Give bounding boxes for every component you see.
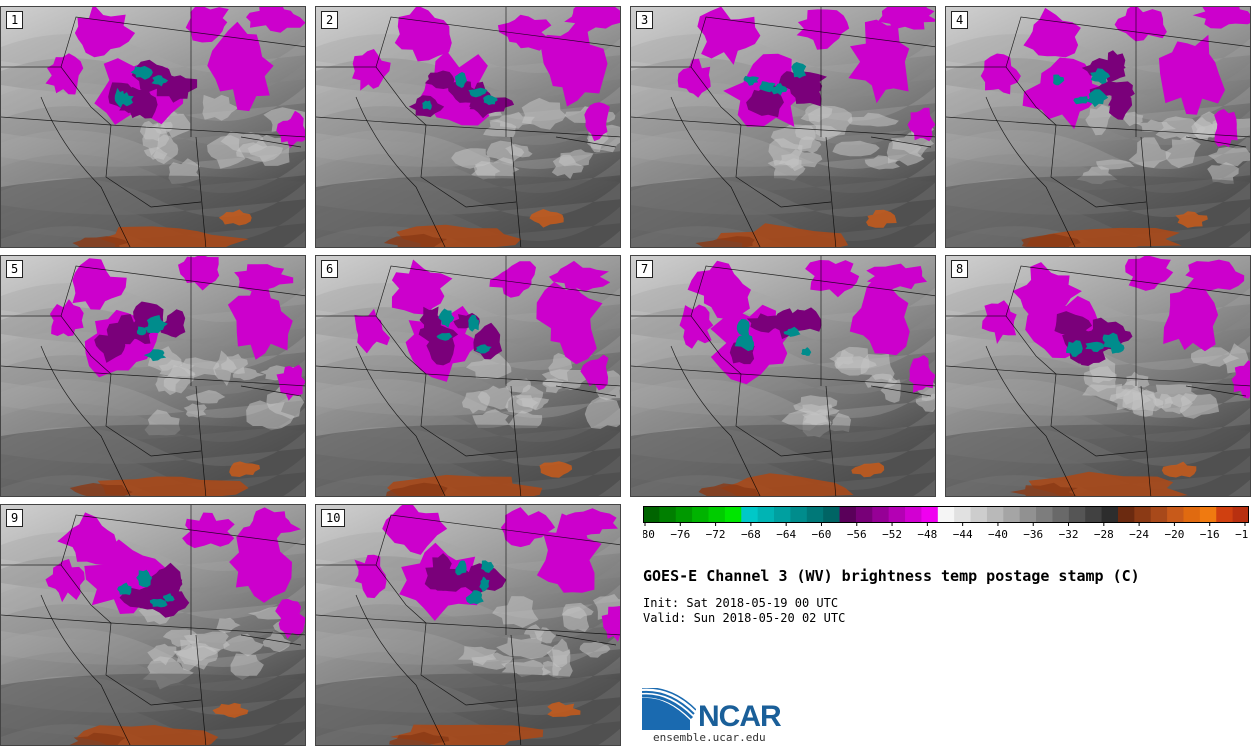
wv-brightness-map — [316, 256, 620, 496]
colorbar-tick-label: −72 — [706, 528, 726, 541]
member-panel: 8 — [945, 255, 1251, 497]
colorbar-swatch — [905, 506, 922, 523]
colorbar-swatch — [855, 506, 873, 523]
wv-brightness-map — [1, 7, 305, 247]
wv-brightness-map — [316, 505, 620, 745]
colorbar-swatch — [1199, 506, 1217, 523]
wv-brightness-map — [1, 505, 305, 745]
colorbar-swatch — [1150, 506, 1168, 523]
member-panel: 5 — [0, 255, 306, 497]
colorbar-tick-label: −44 — [953, 528, 973, 541]
colorbar-swatch — [823, 506, 841, 523]
colorbar-tick-label: −12 — [1235, 528, 1249, 541]
member-panel: 6 — [315, 255, 621, 497]
member-number-label: 2 — [321, 11, 339, 29]
colorbar-swatch — [741, 506, 759, 523]
member-number-label: 7 — [636, 260, 654, 278]
colorbar-swatch — [872, 506, 890, 523]
wv-brightness-map — [316, 7, 620, 247]
wv-brightness-map — [631, 7, 935, 247]
colorbar-swatch — [1052, 506, 1070, 523]
member-panel: 7 — [630, 255, 936, 497]
member-number-label: 1 — [6, 11, 24, 29]
colorbar-swatch — [1134, 506, 1152, 523]
colorbar-swatch — [986, 506, 1004, 523]
colorbar-swatch — [1232, 506, 1249, 523]
colorbar-tick-label: −16 — [1200, 528, 1220, 541]
colorbar-tick-label: −24 — [1129, 528, 1149, 541]
wv-brightness-map — [631, 256, 935, 496]
colorbar-swatch — [806, 506, 824, 523]
member-panel: 4 — [945, 6, 1251, 248]
colorbar-swatch — [774, 506, 791, 523]
ncar-logo-text: NCAR — [698, 700, 782, 733]
colorbar-swatch — [1003, 506, 1021, 523]
colorbar-swatch — [1101, 506, 1119, 523]
colorbar-swatch — [937, 506, 955, 523]
colorbar-swatch — [724, 506, 742, 523]
colorbar-tick-label: −36 — [1023, 528, 1043, 541]
colorbar-swatch — [954, 506, 972, 523]
wv-brightness-map — [946, 7, 1250, 247]
colorbar-tick-label: −40 — [988, 528, 1008, 541]
member-number-label: 8 — [951, 260, 969, 278]
colorbar-swatch — [1068, 506, 1086, 523]
colorbar-tick-label: −28 — [1094, 528, 1114, 541]
colorbar-tick-label: −80 — [643, 528, 655, 541]
member-number-label: 9 — [6, 509, 24, 527]
colorbar-swatch — [1036, 506, 1053, 523]
ncar-logo-icon — [642, 688, 696, 730]
colorbar-swatch — [675, 506, 693, 523]
colorbar-tick-label: −32 — [1059, 528, 1079, 541]
colorbar-swatch — [659, 506, 677, 523]
colorbar-swatch — [970, 506, 988, 523]
colorbar-swatch — [643, 506, 660, 523]
colorbar-tick-label: −60 — [812, 528, 832, 541]
colorbar-swatch — [692, 506, 710, 523]
figure-title: GOES-E Channel 3 (WV) brightness temp po… — [643, 567, 1140, 585]
colorbar-swatch — [839, 506, 857, 523]
wv-brightness-map — [1, 256, 305, 496]
member-number-label: 6 — [321, 260, 339, 278]
colorbar-tick-label: −48 — [917, 528, 937, 541]
member-number-label: 3 — [636, 11, 654, 29]
colorbar-tick-label: −52 — [882, 528, 902, 541]
init-time: Init: Sat 2018-05-19 00 UTC — [643, 596, 839, 610]
colorbar-swatch — [1019, 506, 1037, 523]
colorbar: −80 −76 −72 −68 −64 −60 −56 −52 −48 −44 −40 −36 −32 −… — [643, 506, 1249, 541]
colorbar-swatch — [1117, 506, 1135, 523]
member-number-label: 5 — [6, 260, 24, 278]
member-number-label: 10 — [321, 509, 346, 527]
colorbar-swatch — [790, 506, 808, 523]
colorbar-swatch — [1085, 506, 1103, 523]
colorbar-swatch — [921, 506, 939, 523]
logo-url: ensemble.ucar.edu — [653, 731, 766, 744]
colorbar-swatch — [888, 506, 906, 523]
colorbar-tick-label: −20 — [1164, 528, 1184, 541]
member-number-label: 4 — [951, 11, 969, 29]
member-panel: 1 — [0, 6, 306, 248]
colorbar-swatch — [1183, 506, 1201, 523]
colorbar-tick-label: −68 — [741, 528, 761, 541]
wv-brightness-map — [946, 256, 1250, 496]
colorbar-swatch — [757, 506, 775, 523]
colorbar-tick-label: −56 — [847, 528, 867, 541]
member-panel: 9 — [0, 504, 306, 746]
member-panel: 2 — [315, 6, 621, 248]
colorbar-tick-label: −76 — [670, 528, 690, 541]
colorbar-swatch — [1216, 506, 1234, 523]
member-panel: 3 — [630, 6, 936, 248]
member-panel: 10 — [315, 504, 621, 746]
valid-time: Valid: Sun 2018-05-20 02 UTC — [643, 611, 846, 625]
colorbar-tick-label: −64 — [776, 528, 796, 541]
colorbar-swatch — [708, 506, 726, 523]
colorbar-swatch — [1167, 506, 1184, 523]
